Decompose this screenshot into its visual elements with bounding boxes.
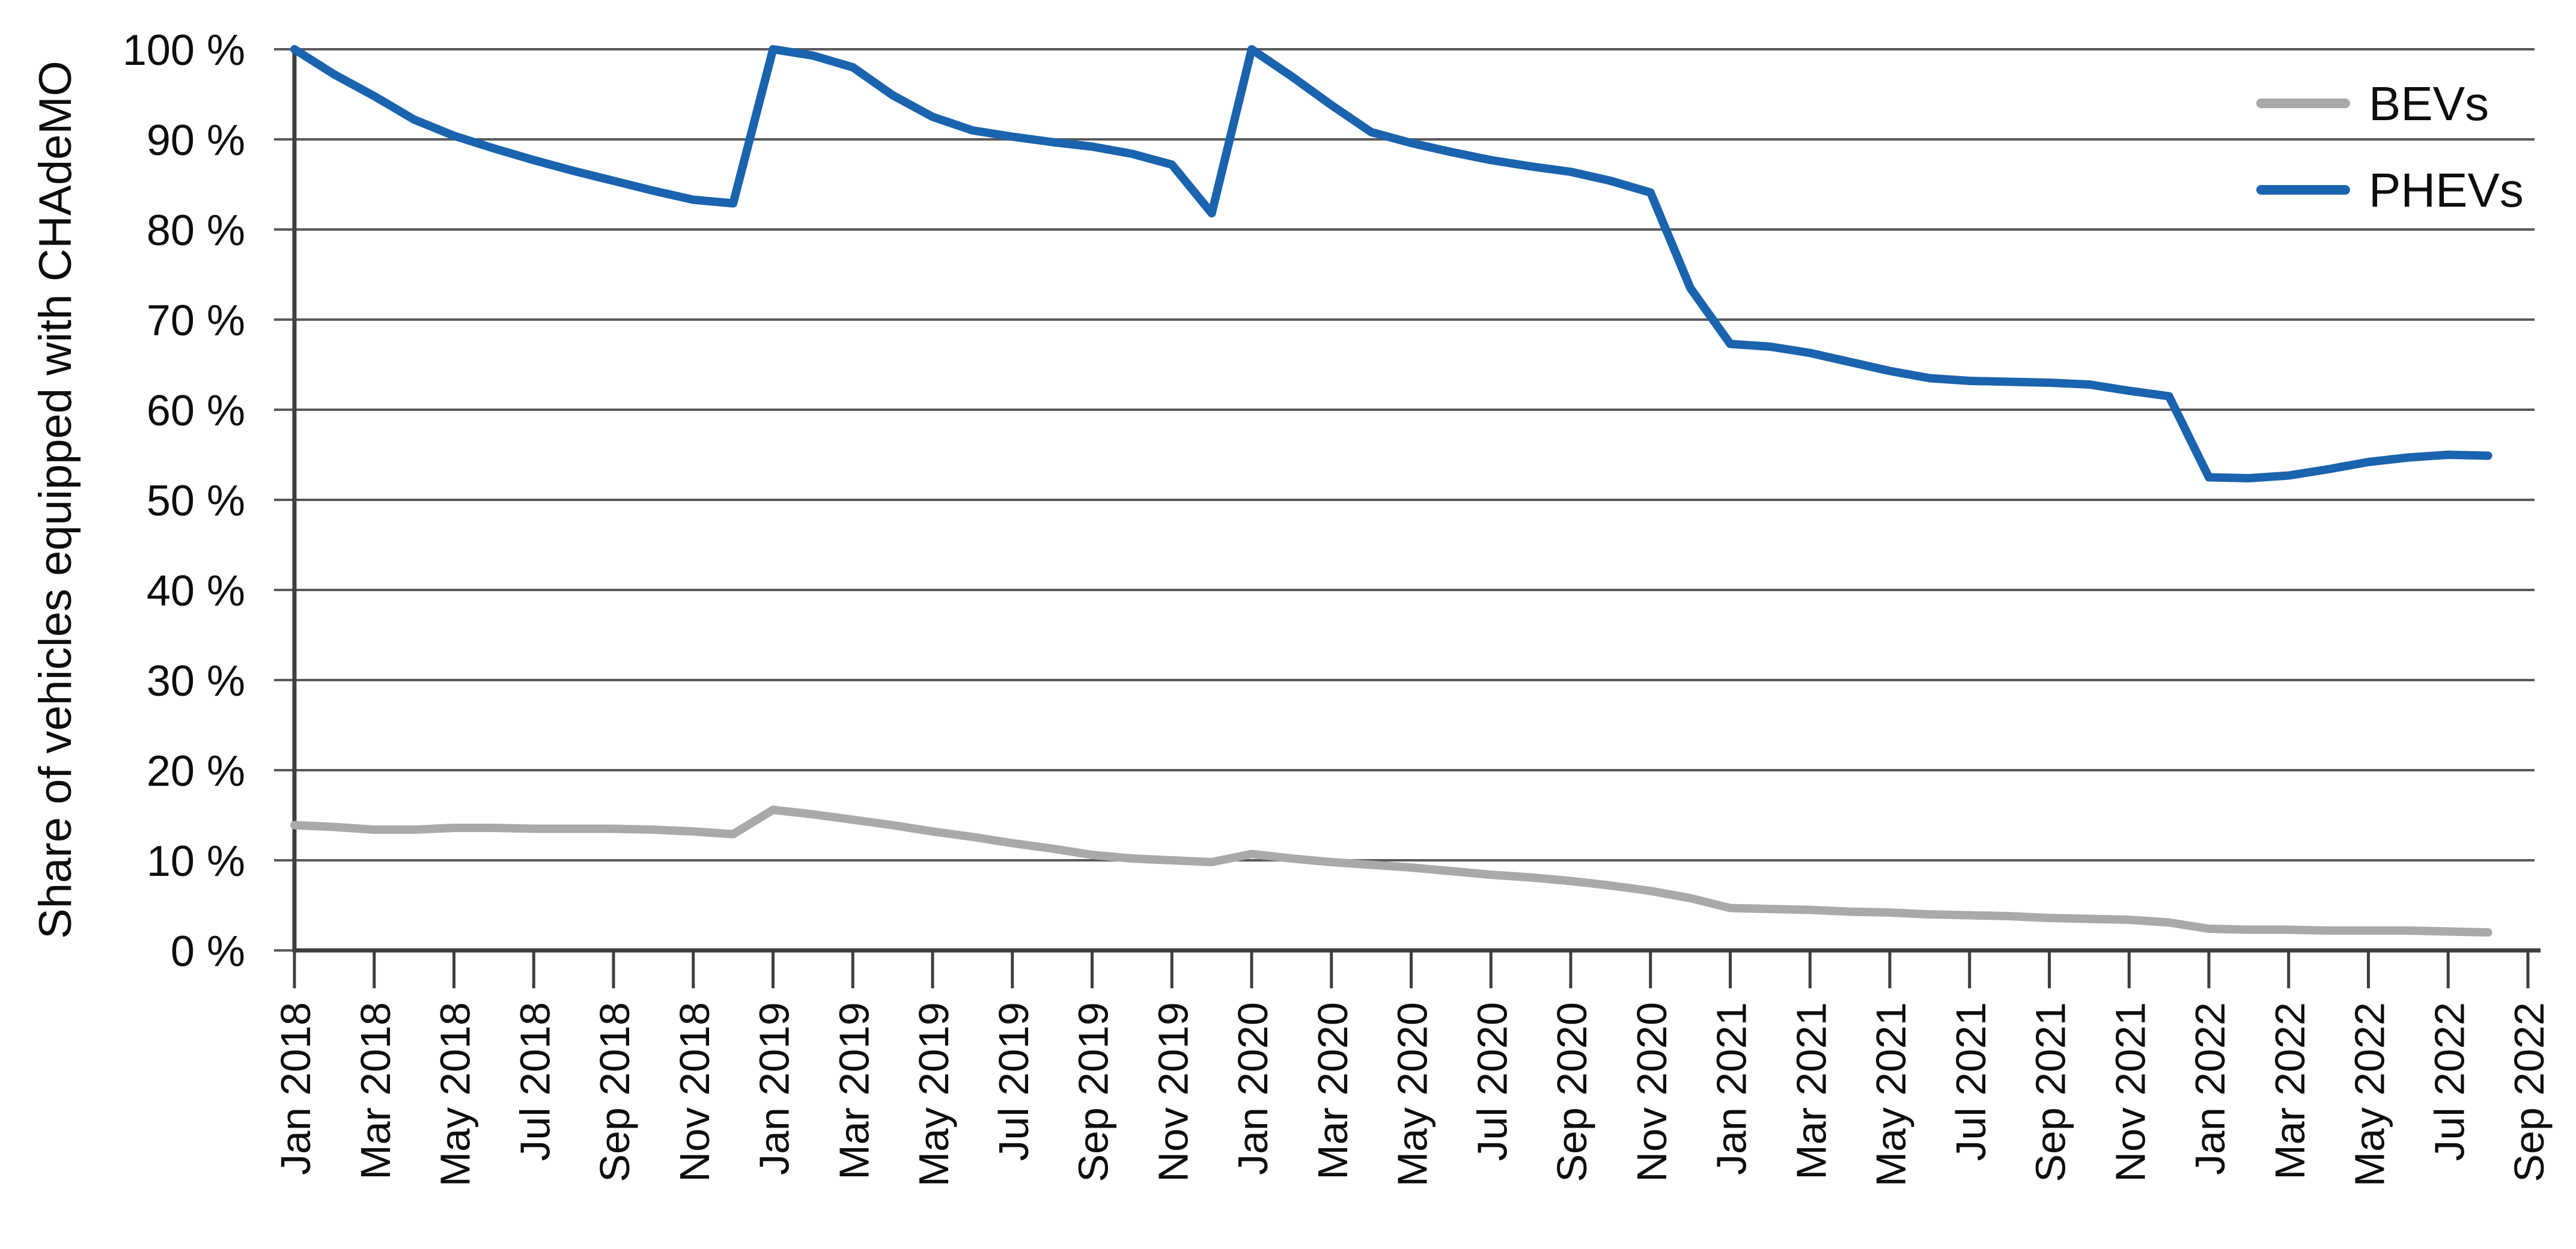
- y-tick-label: 80 %: [147, 207, 245, 255]
- x-tick-label: Nov 2019: [1149, 1002, 1196, 1182]
- x-tick-label: Sep 2022: [2506, 1002, 2553, 1182]
- x-tick-label: May 2020: [1389, 1002, 1436, 1187]
- y-axis-tick-marks: [274, 48, 294, 952]
- x-tick-label: Jan 2022: [2187, 1002, 2233, 1175]
- legend-item-phevs: PHEVs: [2256, 163, 2524, 217]
- x-tick-label: Mar 2020: [1309, 1002, 1356, 1180]
- x-tick-label: Jan 2020: [1229, 1002, 1276, 1175]
- y-tick-label: 0 %: [171, 928, 245, 976]
- phev-legend-label: PHEVs: [2369, 163, 2524, 217]
- x-tick-label: Jan 2019: [751, 1002, 798, 1175]
- x-tick-label: Mar 2018: [352, 1002, 399, 1180]
- legend: BEVs PHEVs: [2256, 77, 2524, 217]
- y-tick-label: 40 %: [147, 567, 245, 615]
- x-tick-label: Sep 2019: [1070, 1002, 1117, 1182]
- x-tick-label: Jul 2020: [1469, 1002, 1515, 1161]
- x-tick-label: Mar 2022: [2267, 1002, 2313, 1180]
- x-axis-tick-labels: Jan 2018 Mar 2018 May 2018 Jul 2018 Sep 2018…: [272, 1002, 2553, 1187]
- y-axis-title: Share of vehicles equipped with CHAdeMO: [30, 61, 81, 939]
- x-tick-label: Mar 2021: [1788, 1002, 1835, 1180]
- y-tick-label: 60 %: [147, 387, 245, 435]
- x-tick-label: Jan 2018: [272, 1002, 319, 1175]
- phev-series-line: [290, 45, 2492, 482]
- x-tick-label: Jul 2019: [990, 1002, 1037, 1161]
- y-tick-label: 50 %: [147, 477, 245, 525]
- x-axis-tick-marks: [293, 950, 2530, 988]
- x-tick-label: Sep 2021: [2027, 1002, 2074, 1182]
- y-tick-label: 70 %: [147, 297, 245, 345]
- y-tick-label: 30 %: [147, 657, 245, 705]
- legend-item-bevs: BEVs: [2256, 77, 2489, 130]
- x-tick-label: Jul 2018: [511, 1002, 558, 1161]
- y-axis-tick-labels: 0 % 10 % 20 % 30 % 40 % 50 % 60 % 70 % 80 % 90 % 1…: [123, 26, 245, 976]
- x-tick-label: Jul 2022: [2426, 1002, 2473, 1161]
- x-tick-label: May 2022: [2346, 1002, 2393, 1187]
- x-tick-label: Nov 2018: [671, 1002, 718, 1182]
- x-tick-label: Jan 2021: [1708, 1002, 1755, 1175]
- x-tick-label: Nov 2021: [2107, 1002, 2154, 1182]
- x-tick-label: May 2019: [910, 1002, 957, 1187]
- y-tick-label: 10 %: [147, 837, 245, 886]
- y-tick-label: 20 %: [147, 747, 245, 795]
- x-tick-label: May 2018: [432, 1002, 479, 1187]
- y-tick-label: 100 %: [123, 26, 245, 74]
- x-tick-label: Sep 2018: [591, 1002, 638, 1182]
- x-tick-label: Sep 2020: [1548, 1002, 1595, 1182]
- gridlines: [294, 48, 2535, 862]
- bev-series-line: [290, 806, 2492, 937]
- x-tick-label: Mar 2019: [830, 1002, 877, 1180]
- x-tick-label: Jul 2021: [1947, 1002, 1994, 1161]
- bev-legend-label: BEVs: [2369, 77, 2489, 130]
- x-tick-label: Nov 2020: [1628, 1002, 1675, 1182]
- x-tick-label: May 2021: [1868, 1002, 1914, 1187]
- y-tick-label: 90 %: [147, 117, 245, 165]
